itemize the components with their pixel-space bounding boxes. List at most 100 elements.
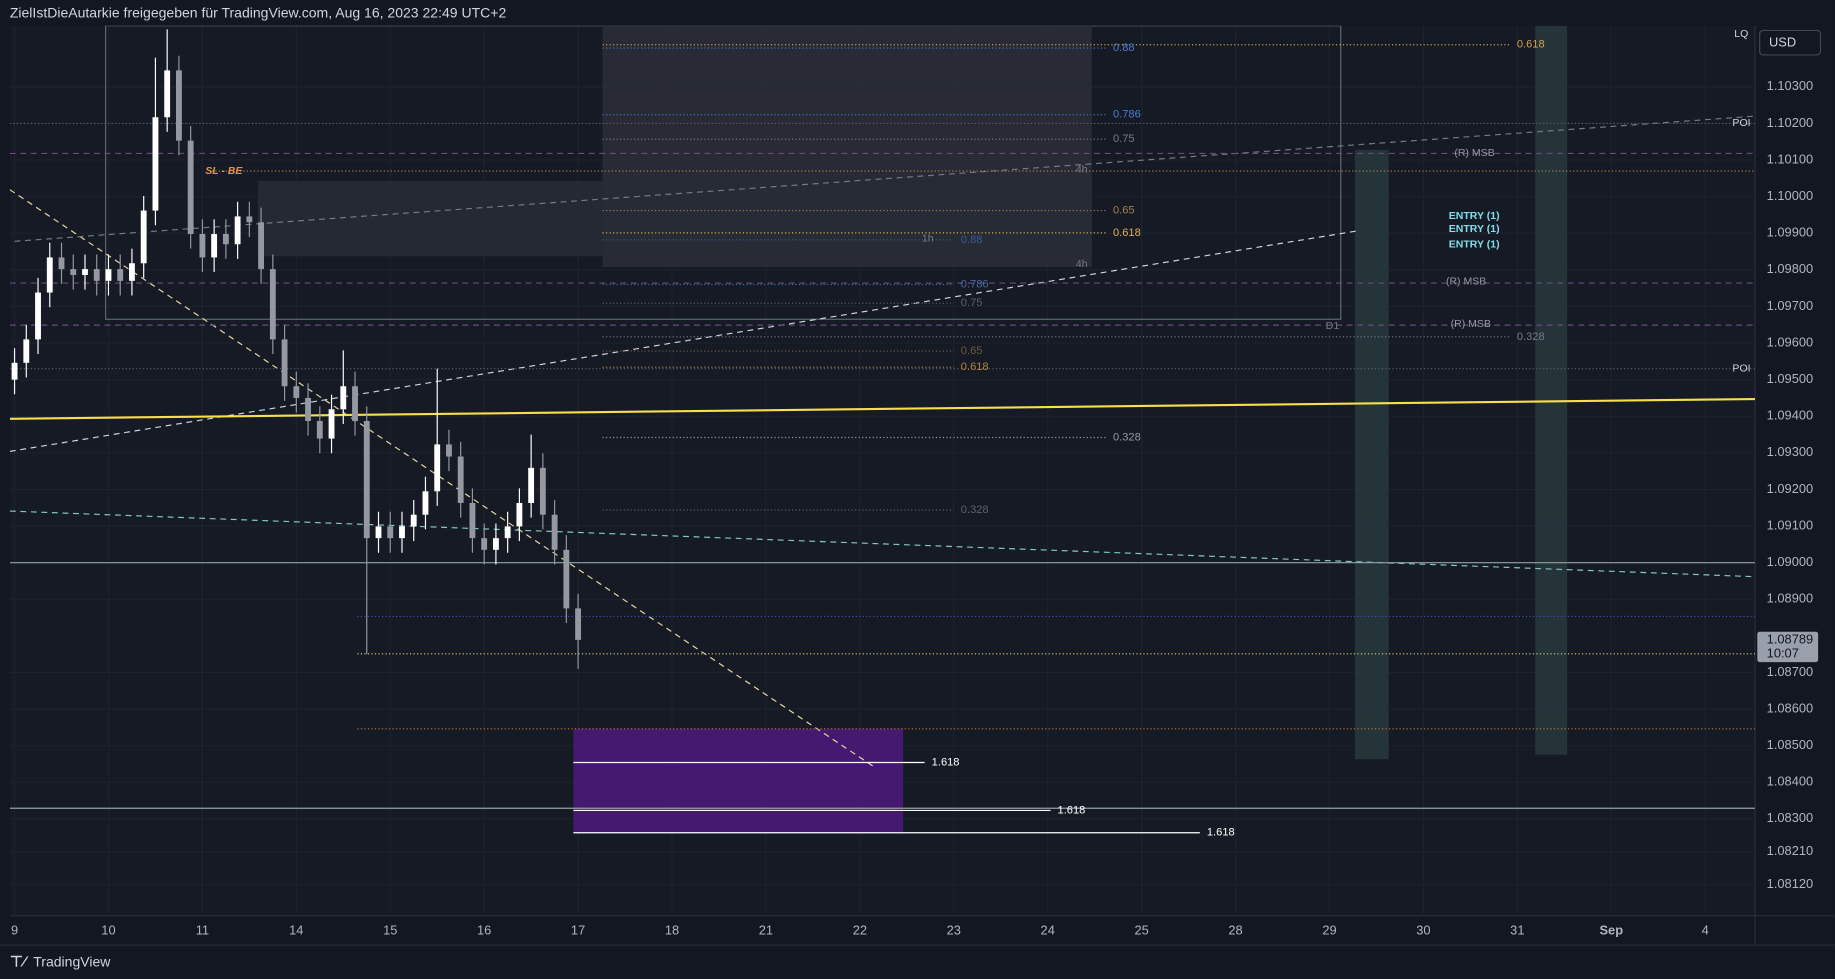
candle-body	[551, 514, 558, 550]
zone	[1354, 149, 1389, 760]
candle-body	[93, 269, 100, 281]
candle-body	[23, 339, 30, 363]
candle-body	[58, 257, 65, 270]
candle-body	[152, 117, 159, 211]
level-label: 0.88	[961, 234, 983, 246]
level-label: 0.328	[961, 504, 989, 516]
y-tick-label: 1.10100	[1767, 151, 1813, 166]
y-tick-label: 1.09600	[1767, 334, 1813, 349]
candle-body	[175, 70, 182, 141]
annotation: 1h	[922, 233, 934, 245]
candle-body	[363, 421, 370, 539]
y-tick-label: 1.10200	[1767, 115, 1813, 130]
x-tick-label: 17	[571, 922, 585, 937]
y-tick-label: 1.09300	[1767, 444, 1813, 459]
y-tick-label: 1.09800	[1767, 261, 1813, 276]
annotation: (R) MSB	[1454, 147, 1494, 159]
y-tick-label: 1.09700	[1767, 298, 1813, 313]
y-tick-label: 1.09100	[1767, 517, 1813, 532]
annotation: ENTRY (1)	[1449, 210, 1500, 222]
candle-body	[575, 608, 582, 640]
candle-body	[269, 269, 276, 340]
candle-body	[234, 216, 241, 245]
candle-body	[117, 269, 124, 281]
currency-button[interactable]: USD	[1759, 29, 1822, 56]
candle-body	[35, 292, 41, 340]
candle-body	[422, 491, 429, 515]
annotation: D1	[1326, 320, 1340, 332]
x-tick-label: Sep	[1599, 922, 1623, 937]
x-tick-label: 22	[853, 922, 867, 937]
y-tick-label: 1.08120	[1767, 876, 1813, 891]
y-tick-label: 1.08700	[1767, 664, 1813, 679]
y-tick-label: 1.09400	[1767, 408, 1813, 423]
x-tick-label: 15	[383, 922, 397, 937]
annotation: (R) MSB	[1451, 318, 1491, 330]
annotation: (R) MSB	[1446, 276, 1486, 288]
candle-body	[164, 70, 171, 118]
x-tick-label: 11	[196, 922, 209, 937]
brand-icon[interactable]: ⊤⁄	[10, 954, 29, 971]
level-label: 0.88	[1113, 42, 1135, 54]
candle-body	[469, 502, 476, 539]
brand[interactable]: TradingView	[33, 953, 111, 969]
y-tick-label: 1.09200	[1767, 481, 1813, 496]
level-label: 0.786	[1113, 109, 1141, 121]
candle-body	[105, 269, 112, 281]
level-label: 1.618	[932, 756, 960, 768]
level-label: 0.328	[1113, 431, 1141, 443]
y-tick-label: 1.08400	[1767, 774, 1813, 789]
annotation: SL - BE	[205, 165, 243, 177]
x-tick-label: 14	[289, 922, 303, 937]
x-tick-label: 9	[11, 922, 18, 937]
currency-button-box[interactable]	[1759, 29, 1822, 56]
x-tick-label: 4	[1702, 922, 1709, 937]
y-tick-label: 1.09900	[1767, 225, 1813, 240]
zone	[1535, 25, 1568, 755]
candle-body	[305, 397, 311, 422]
candle-body	[199, 233, 206, 258]
candle-body	[222, 233, 229, 245]
level-label: 0.618	[1113, 227, 1141, 239]
price-label: 1.08789	[1767, 631, 1813, 646]
x-tick-label: 16	[477, 922, 491, 937]
level-label: 0.75	[961, 297, 983, 309]
y-tick-label: 1.08210	[1767, 843, 1813, 858]
level-label: 1.618	[1207, 827, 1235, 839]
candle-body	[258, 222, 265, 270]
candle-body	[352, 386, 358, 422]
candle-body	[434, 444, 441, 492]
candle-body	[528, 467, 535, 503]
level-label: 0.786	[961, 278, 989, 290]
level-label: 0.65	[1113, 204, 1135, 216]
brand-logo[interactable]: ⊤⁄ TradingView	[10, 953, 111, 970]
currency[interactable]: USD	[1769, 35, 1796, 50]
countdown: 10:07	[1767, 645, 1799, 660]
x-tick-label: 24	[1041, 922, 1055, 937]
candle-body	[246, 216, 253, 223]
level-label: 0.75	[1113, 133, 1135, 145]
x-tick-label: 29	[1322, 922, 1336, 937]
x-tick-label: 21	[759, 922, 773, 937]
x-tick-label: 23	[947, 922, 961, 937]
annotation: POI	[1732, 117, 1750, 129]
y-tick-label: 1.09500	[1767, 371, 1813, 386]
candle-body	[11, 362, 18, 380]
y-tick-label: 1.08600	[1767, 700, 1813, 715]
zone	[573, 728, 904, 833]
x-tick-label: 30	[1416, 922, 1430, 937]
header: ZielIstDieAutarkie freigegeben für Tradi…	[10, 5, 507, 21]
candle-body	[446, 444, 452, 457]
level-label: 0.618	[961, 361, 989, 373]
x-tick-label: 31	[1510, 922, 1524, 937]
trend-line	[9, 230, 1359, 452]
zone	[105, 25, 1342, 320]
trend-line	[14, 115, 1755, 242]
annotation: POI	[1732, 362, 1750, 374]
annotation: ENTRY (1)	[1449, 223, 1500, 235]
candle-body	[187, 140, 194, 234]
level-label: 0.65	[961, 345, 983, 357]
annotation: LQ	[1734, 28, 1748, 40]
y-tick-label: 1.08900	[1767, 591, 1813, 606]
